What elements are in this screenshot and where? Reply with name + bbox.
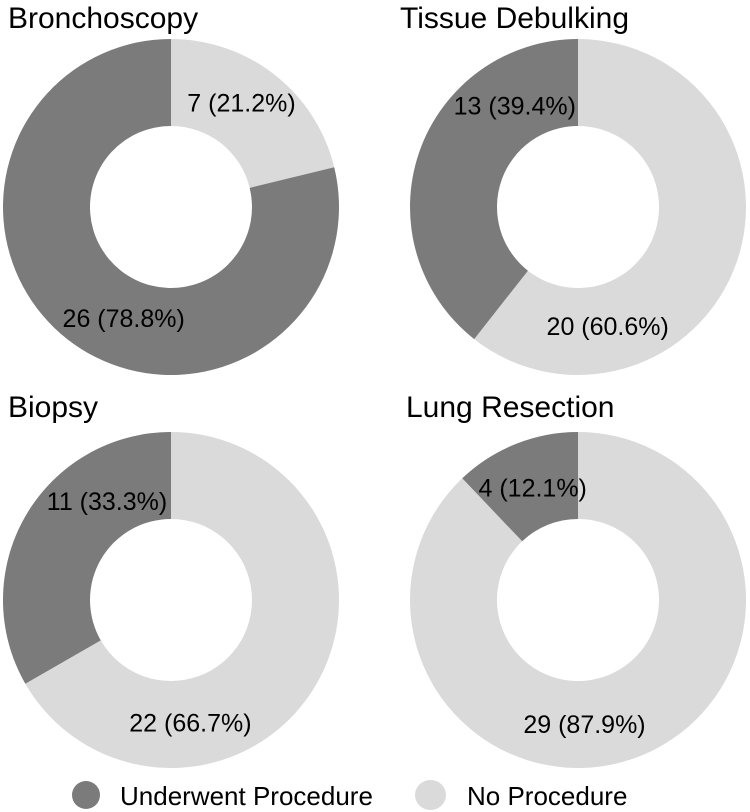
slice-label-tissue-debulking-underwent-procedure: 13 (39.4%) <box>454 93 576 121</box>
slice-label-bronchoscopy-no-procedure: 7 (21.2%) <box>187 89 295 117</box>
chart-title-lung-resection: Lung Resection <box>406 391 615 424</box>
donut-slice-tissue-debulking-underwent-procedure <box>409 38 578 340</box>
slice-label-bronchoscopy-underwent-procedure: 26 (78.8%) <box>63 305 185 333</box>
donut-biopsy: 22 (66.7%) 11 (33.3%) <box>2 431 339 768</box>
legend-label-no-procedure: No Procedure <box>467 781 628 811</box>
legend-swatch-no-procedure-icon <box>415 780 446 810</box>
chart-title-biopsy: Biopsy <box>8 391 99 424</box>
slice-label-tissue-debulking-no-procedure: 20 (60.6%) <box>547 313 669 341</box>
donut-slice-bronchoscopy-no-procedure <box>171 39 335 188</box>
donut-bronchoscopy: 7 (21.2%) 26 (78.8%) <box>2 39 339 376</box>
donut-slice-biopsy-underwent-procedure <box>2 431 171 684</box>
donut-slice-bronchoscopy-underwent-procedure <box>2 39 339 376</box>
donut-slice-biopsy-no-procedure <box>25 432 339 768</box>
slice-label-biopsy-no-procedure: 22 (66.7%) <box>129 710 251 738</box>
slice-label-lung-resection-underwent-procedure: 4 (12.1%) <box>479 475 587 503</box>
slice-label-biopsy-underwent-procedure: 11 (33.3%) <box>47 488 167 516</box>
chart-title-bronchoscopy: Bronchoscopy <box>8 2 199 35</box>
chart-title-tissue-debulking: Tissue Debulking <box>400 2 629 35</box>
slice-label-lung-resection-no-procedure: 29 (87.9%) <box>523 711 645 739</box>
donut-slice-lung-resection-no-procedure <box>410 432 747 769</box>
donut-tissue-debulking: 20 (60.6%) 13 (39.4%) <box>409 38 746 375</box>
donut-slice-tissue-debulking-no-procedure <box>474 39 746 375</box>
donut-slice-lung-resection-underwent-procedure <box>462 432 578 542</box>
legend-swatch-underwent-icon <box>72 781 100 809</box>
donut-lung-resection: 29 (87.9%) 4 (12.1%) <box>410 432 747 769</box>
legend-label-underwent: Underwent Procedure <box>120 781 373 811</box>
